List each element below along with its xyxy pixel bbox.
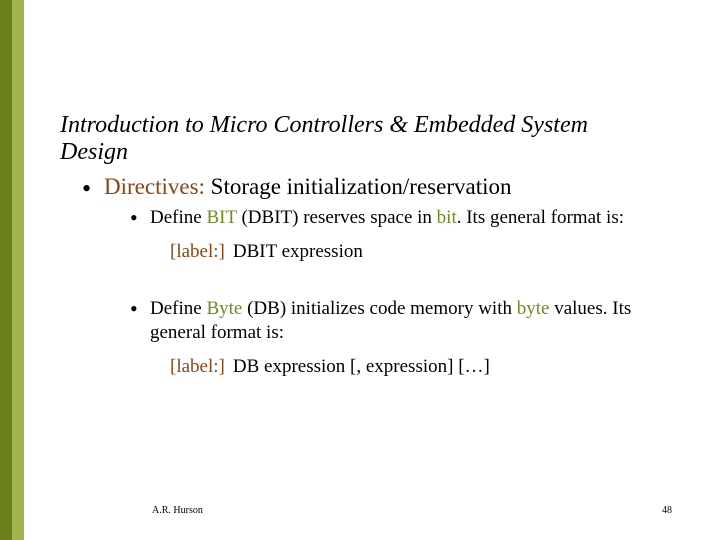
- dbit-post: . Its general format is:: [457, 207, 624, 228]
- slide-body: Introduction to Micro Controllers & Embe…: [0, 0, 720, 540]
- syntax-dbit-label: [label:]: [170, 241, 225, 262]
- item-db: • Define Byte (DB) initializes code memo…: [130, 297, 660, 346]
- dbit-pre: Define: [150, 207, 206, 228]
- db-kw2: byte: [517, 298, 550, 319]
- syntax-db: [label:] DB expression [, expression] […]: [170, 356, 660, 378]
- author-footer: A.R. Hurson: [152, 505, 203, 516]
- item-dbit: • Define BIT (DBIT) reserves space in bi…: [130, 206, 660, 231]
- slide-title: Introduction to Micro Controllers & Embe…: [60, 112, 660, 166]
- db-mid: (DB) initializes code memory with: [242, 298, 516, 319]
- dbit-kw1: BIT: [206, 207, 236, 228]
- directives-rest: Storage initialization/reservation: [205, 174, 512, 199]
- syntax-dbit-rest: expression: [277, 241, 363, 262]
- db-kw1: Byte: [206, 298, 242, 319]
- syntax-dbit: [label:] DBIT expression: [170, 241, 660, 263]
- db-pre: Define: [150, 298, 206, 319]
- syntax-db-label: [label:]: [170, 356, 225, 377]
- syntax-dbit-cmd: DBIT: [233, 241, 277, 262]
- syntax-db-cmd: DB: [233, 356, 259, 377]
- page-number: 48: [662, 505, 672, 516]
- bullet-dot: •: [82, 172, 91, 206]
- syntax-db-rest: expression [, expression] […]: [259, 356, 490, 377]
- bullet-dot: •: [130, 204, 138, 233]
- heading-directives: • Directives: Storage initialization/res…: [82, 172, 660, 202]
- dbit-mid: (DBIT) reserves space in: [237, 207, 437, 228]
- bullet-dot: •: [130, 295, 138, 324]
- dbit-kw2: bit: [437, 207, 457, 228]
- directives-prefix: Directives:: [104, 174, 205, 199]
